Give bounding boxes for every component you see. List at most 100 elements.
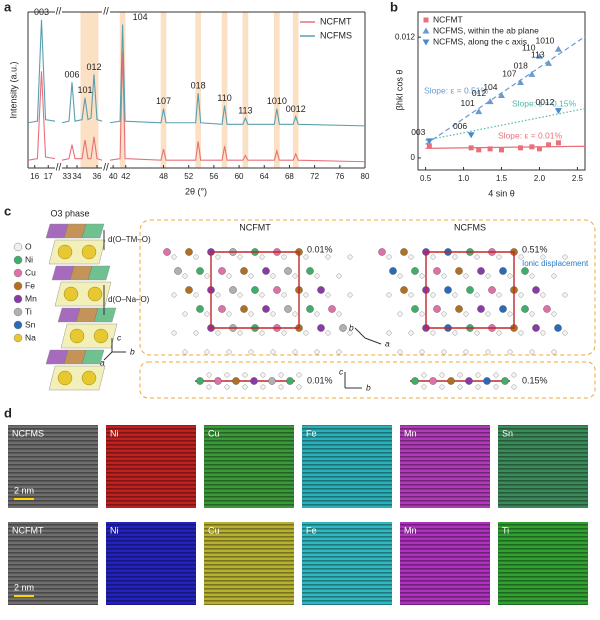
tm-atom xyxy=(400,286,408,294)
map-label: Mn xyxy=(404,525,417,535)
strain-label: 0.51% xyxy=(522,244,548,254)
tm-atom xyxy=(251,286,259,294)
strain-label: 0.15% xyxy=(522,375,548,385)
axis-label: b xyxy=(366,382,371,392)
oxygen-atom xyxy=(237,330,243,336)
oxygen-atom xyxy=(206,384,212,390)
y-tick-label: 0 xyxy=(411,153,416,162)
oxygen-atom xyxy=(408,254,414,260)
oxygen-atom xyxy=(507,273,513,279)
data-point xyxy=(499,147,504,153)
oxygen-atom xyxy=(278,372,284,378)
tm-atom xyxy=(317,324,325,332)
oxygen-atom xyxy=(507,349,513,355)
data-point xyxy=(498,92,505,99)
oxygen-atom xyxy=(496,330,502,336)
oxygen-atom xyxy=(457,384,463,390)
view-title: NCFMS xyxy=(454,222,486,232)
tm-atom xyxy=(477,305,485,313)
x-axis-label: 4 sin θ xyxy=(488,188,515,198)
fit-line xyxy=(425,108,586,141)
point-label: 012 xyxy=(472,88,486,98)
oxygen-atom xyxy=(292,273,298,279)
data-point xyxy=(535,52,543,59)
oxygen-atom xyxy=(226,349,232,355)
tm-atom xyxy=(501,377,509,385)
x-tick-label: 17 xyxy=(44,172,53,181)
atom-swatch xyxy=(13,320,23,330)
tm-atom xyxy=(339,324,347,332)
tm-atom xyxy=(389,267,397,275)
series-line xyxy=(109,50,366,163)
peak-label: 113 xyxy=(238,105,252,115)
oxygen-atom xyxy=(204,273,210,279)
oxygen-atom xyxy=(296,372,302,378)
x-tick-label: 1.5 xyxy=(496,174,508,183)
oxygen-atom xyxy=(452,292,458,298)
oxygen-atom xyxy=(452,254,458,260)
oxygen-atom xyxy=(314,273,320,279)
tm-atom xyxy=(433,305,441,313)
oxygen-atom xyxy=(511,372,517,378)
map-label: NCFMS xyxy=(12,428,44,438)
na-layer xyxy=(54,281,112,307)
oxygen-atom xyxy=(518,292,524,298)
view-title: NCFMT xyxy=(239,222,271,232)
peak-label: 0012 xyxy=(286,104,306,114)
tm-atom xyxy=(163,248,171,256)
oxygen-atom xyxy=(171,292,177,298)
tm-atom xyxy=(455,305,463,313)
oxygen-atom xyxy=(439,372,445,378)
map-tile xyxy=(302,425,392,508)
tm-atom xyxy=(317,286,325,294)
tm-atom xyxy=(532,324,540,332)
oxygen-atom xyxy=(518,254,524,260)
atom-label: Na xyxy=(25,332,36,342)
data-point xyxy=(423,17,429,23)
data-point xyxy=(545,59,553,66)
data-point xyxy=(529,144,535,150)
x-tick-label: 42 xyxy=(121,172,130,181)
tm-atom xyxy=(447,377,455,385)
oxygen-atom xyxy=(457,372,463,378)
oxygen-atom xyxy=(493,372,499,378)
x-tick-label: 48 xyxy=(159,172,168,181)
oxygen-atom xyxy=(248,349,254,355)
oxygen-atom xyxy=(303,254,309,260)
atom-swatch xyxy=(13,294,23,304)
spacing-label: d(O–Na–O) xyxy=(108,295,150,304)
peak-label: 1010 xyxy=(267,96,287,106)
map-label: Mn xyxy=(404,428,417,438)
axis-label: c xyxy=(339,366,344,376)
oxygen-atom xyxy=(493,384,499,390)
oxygen-atom xyxy=(303,330,309,336)
oxygen-atom xyxy=(441,273,447,279)
data-point xyxy=(487,146,493,152)
axis-label: b xyxy=(130,346,135,356)
atom-label: Mn xyxy=(25,293,37,303)
oxygen-atom xyxy=(325,254,331,260)
na-layer xyxy=(60,323,118,349)
peak-label: 012 xyxy=(86,62,101,72)
displacement-label: Ionic displacement xyxy=(522,259,589,268)
oxygen-atom xyxy=(206,372,212,378)
series-line xyxy=(27,71,56,161)
data-point xyxy=(422,27,430,34)
oxygen-atom xyxy=(507,311,513,317)
tm-atom xyxy=(240,267,248,275)
na-atom xyxy=(81,244,97,260)
peak-band xyxy=(160,12,167,168)
atom-swatch xyxy=(13,307,23,317)
data-point xyxy=(536,146,542,152)
oxygen-atom xyxy=(259,292,265,298)
na-atom xyxy=(93,328,109,344)
oxygen-atom xyxy=(441,349,447,355)
data-point xyxy=(516,78,524,85)
oxygen-atom xyxy=(215,254,221,260)
chain-box xyxy=(139,361,596,399)
x-tick-label: 16 xyxy=(30,172,39,181)
oxygen-atom xyxy=(562,254,568,260)
oxygen-atom xyxy=(529,273,535,279)
